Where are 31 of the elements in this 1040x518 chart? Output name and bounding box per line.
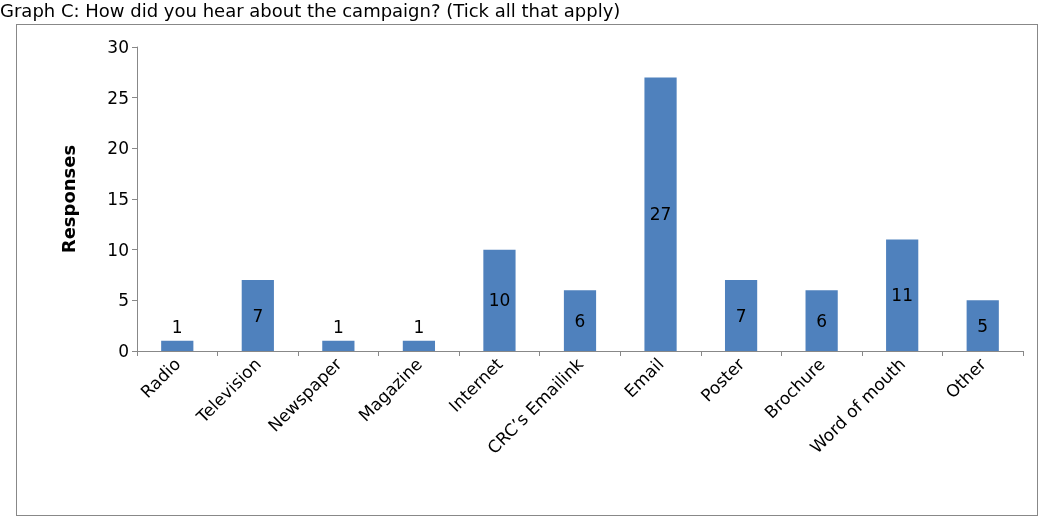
- bar: [805, 290, 838, 351]
- bar: [563, 290, 597, 351]
- data-label: 5: [977, 315, 989, 336]
- y-tick-label: 25: [107, 87, 129, 108]
- data-label: 10: [488, 290, 511, 311]
- bar: [886, 239, 919, 351]
- y-axis-title: Responses: [57, 144, 79, 254]
- data-label: 1: [413, 317, 425, 338]
- y-tick-label: 5: [118, 290, 129, 311]
- bar: [241, 280, 274, 351]
- data-label: 6: [816, 310, 828, 331]
- data-label: 1: [332, 317, 344, 338]
- data-label: 1: [171, 317, 183, 338]
- data-label: 7: [735, 305, 747, 326]
- chart-title: Graph C: How did you hear about the campaign? (Tick all that apply): [0, 0, 621, 21]
- bar: [161, 340, 194, 351]
- data-label: 27: [649, 204, 672, 225]
- bar: [322, 340, 355, 351]
- y-tick-label: 20: [107, 138, 129, 159]
- data-label: 11: [891, 285, 913, 306]
- data-label: 7: [252, 305, 264, 326]
- y-tick-label: 10: [107, 239, 129, 260]
- data-label: 6: [574, 310, 586, 331]
- bar: [966, 300, 999, 351]
- y-tick-label: 0: [118, 341, 129, 361]
- bar: [644, 77, 677, 351]
- bar: [483, 249, 516, 351]
- y-tick-label: 30: [107, 37, 129, 57]
- bar: [402, 340, 436, 351]
- y-tick-label: 15: [107, 189, 129, 209]
- bar: [724, 280, 758, 351]
